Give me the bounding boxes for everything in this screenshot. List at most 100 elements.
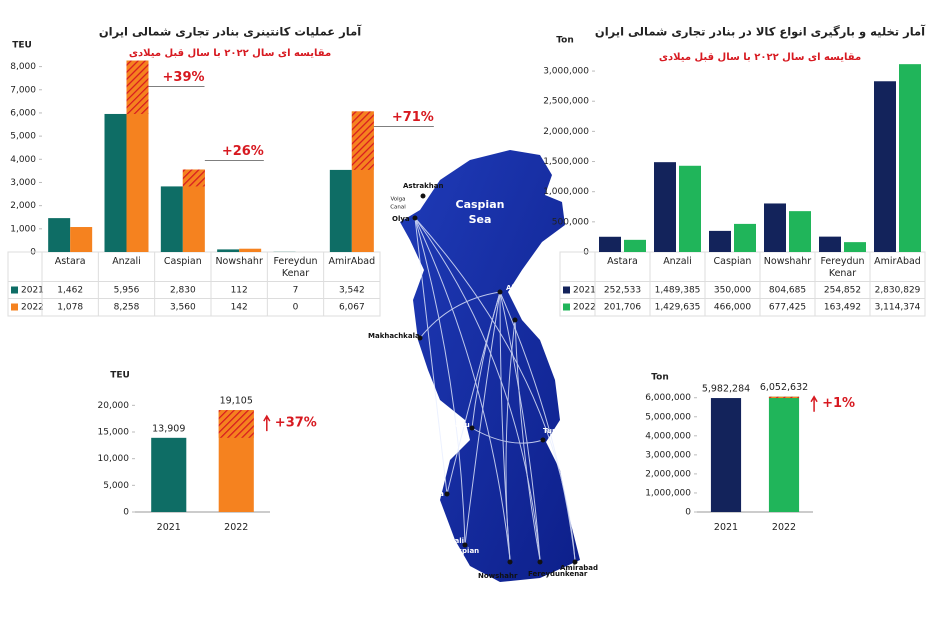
legend-swatch [11,303,18,311]
annotation: +26% [222,144,264,159]
port-dots [412,193,578,565]
chart-subtitle: مقایسه ای سال ۲۰۲۲ با سال قبل میلادی [659,52,861,63]
y-tick-label: 10,000 [98,454,130,464]
y-tick-label: 5,000 [103,481,129,491]
table-value: 7 [293,286,299,296]
bar [768,396,800,512]
value-label: 6,052,632 [760,382,808,393]
port-label: Kuryk [521,311,544,319]
y-axis-label: Ton [556,36,574,46]
x-tick-label: Astara [54,256,86,267]
table-value: 5,956 [114,286,140,296]
y-tick-label: 0 [123,508,129,518]
legend-label: 2022 [573,303,596,313]
bar [709,230,731,252]
y-tick-label: 4,000,000 [645,431,691,441]
value-label: 13,909 [152,423,185,434]
routes [414,217,576,561]
port-label: Nowshahr [478,572,518,580]
table-value: 3,560 [170,303,196,313]
table-value: 466,000 [714,303,751,313]
x-tick-label: AmirAbad [874,256,921,267]
bar [710,398,742,512]
sea-label: Caspian [456,198,505,211]
value-label: 5,982,284 [702,384,750,395]
table-value: 201,706 [604,303,641,313]
table-value: 6,067 [339,303,365,313]
port-label: Fereydunkenar [528,570,588,578]
table-value: 112 [231,286,248,296]
y-tick-label: 3,000,000 [543,67,589,77]
x-tick-label: Caspian [163,256,202,267]
bar [48,218,71,252]
bar [654,162,676,252]
legend-swatch [563,286,570,294]
bar [217,249,240,252]
chart-title: آمار عملیات کانتینری بنادر تجاری شمالی ا… [99,25,362,39]
y-tick-label: 15,000 [98,428,130,438]
port-label: Baku [450,421,470,429]
x-tick-label: Caspian [713,256,752,267]
y-axis-label: TEU [110,371,130,381]
chart-subtitle: مقایسه ای سال ۲۰۲۲ با سال قبل میلادی [129,48,331,59]
annotation: +1% [822,396,855,411]
increase-hatch [182,169,205,187]
port-label: Anzali [440,537,464,545]
x-tick-label: Fereydun Kenar [273,256,318,279]
port-label: Astara [418,490,444,498]
x-tick-label: Nowshahr [215,256,263,267]
increase-hatch [768,396,800,399]
port-label: Caspian [448,547,479,555]
y-tick-label: 5,000 [10,132,36,142]
bar [734,223,756,252]
legend-label: 2022 [21,303,44,313]
y-axis-label: Ton [651,373,669,383]
y-tick-label: 2,000,000 [543,127,589,137]
annotation: +37% [275,416,317,431]
table-value: 3,114,374 [875,303,921,313]
y-tick-label: 6,000,000 [645,393,691,403]
increase-hatch [351,111,374,170]
y-tick-label: 8,000 [10,62,36,72]
legend-swatch [11,286,18,294]
port-label: Aktau [506,284,529,292]
legend-label: 2021 [573,286,596,296]
map: Caspian Sea Volga Canal Astrakhan Olya A… [368,150,598,582]
annotation-arrow [810,395,818,412]
y-tick-label: 1,000,000 [543,187,589,197]
annotation: +39% [163,70,205,85]
table-value: 142 [231,303,248,313]
x-tick-label: AmirAbad [328,256,376,267]
y-tick-label: 1,000 [10,224,36,234]
bar [899,64,921,252]
y-axis-label: TEU [12,41,32,51]
bar [329,169,352,252]
table-value: 0 [293,303,299,313]
y-tick-label: 4,000 [10,155,36,165]
sea-shape [400,150,580,582]
port-label: Astrakhan [403,182,443,190]
table-value: 1,489,385 [655,286,701,296]
legend-swatch [563,303,570,311]
y-tick-label: 2,500,000 [543,97,589,107]
bar [844,242,866,252]
x-tick-label: Nowshahr [763,256,812,267]
table-value: 1,429,635 [655,303,701,313]
y-tick-label: 1,000,000 [645,488,691,498]
annotation: +71% [392,110,434,125]
bar [679,165,701,252]
table-value: 804,685 [769,286,806,296]
bar [239,248,262,252]
bar [182,169,205,252]
bar [764,203,786,252]
y-tick-label: 1,500,000 [543,157,589,167]
value-label: 19,105 [220,396,253,407]
bar [819,236,841,252]
sea-label: Sea [469,213,492,226]
bar [151,437,187,512]
y-tick-label: 3,000 [10,178,36,188]
y-tick-label: 20,000 [98,401,130,411]
x-tick-label: 2021 [713,522,739,533]
x-tick-label: 2022 [224,522,249,533]
